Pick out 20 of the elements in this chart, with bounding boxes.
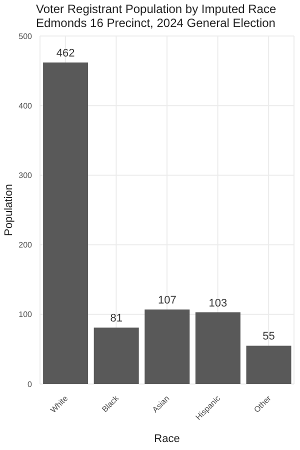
y-tick-label: 100 <box>18 310 33 320</box>
y-tick-label: 0 <box>28 380 33 389</box>
data-label: 103 <box>208 297 228 310</box>
y-tick-label: 400 <box>18 101 33 110</box>
data-label: 55 <box>262 330 275 343</box>
chart-title: Voter Registrant Population by Imputed Race <box>36 2 278 16</box>
chart-subtitle: Edmonds 16 Precinct, 2024 General Election <box>36 16 276 30</box>
x-axis-title: Race <box>154 433 180 445</box>
data-label: 81 <box>110 312 122 325</box>
y-tick-label: 500 <box>18 32 33 41</box>
data-label: 462 <box>56 47 75 60</box>
y-axis-title: Population <box>2 184 15 236</box>
bar <box>144 310 190 384</box>
bar <box>246 346 292 384</box>
data-label: 107 <box>158 294 176 307</box>
bar <box>195 312 240 384</box>
y-tick-label: 200 <box>18 240 33 250</box>
bar <box>94 328 139 384</box>
y-tick-label: 300 <box>18 171 33 180</box>
bar <box>43 62 88 384</box>
